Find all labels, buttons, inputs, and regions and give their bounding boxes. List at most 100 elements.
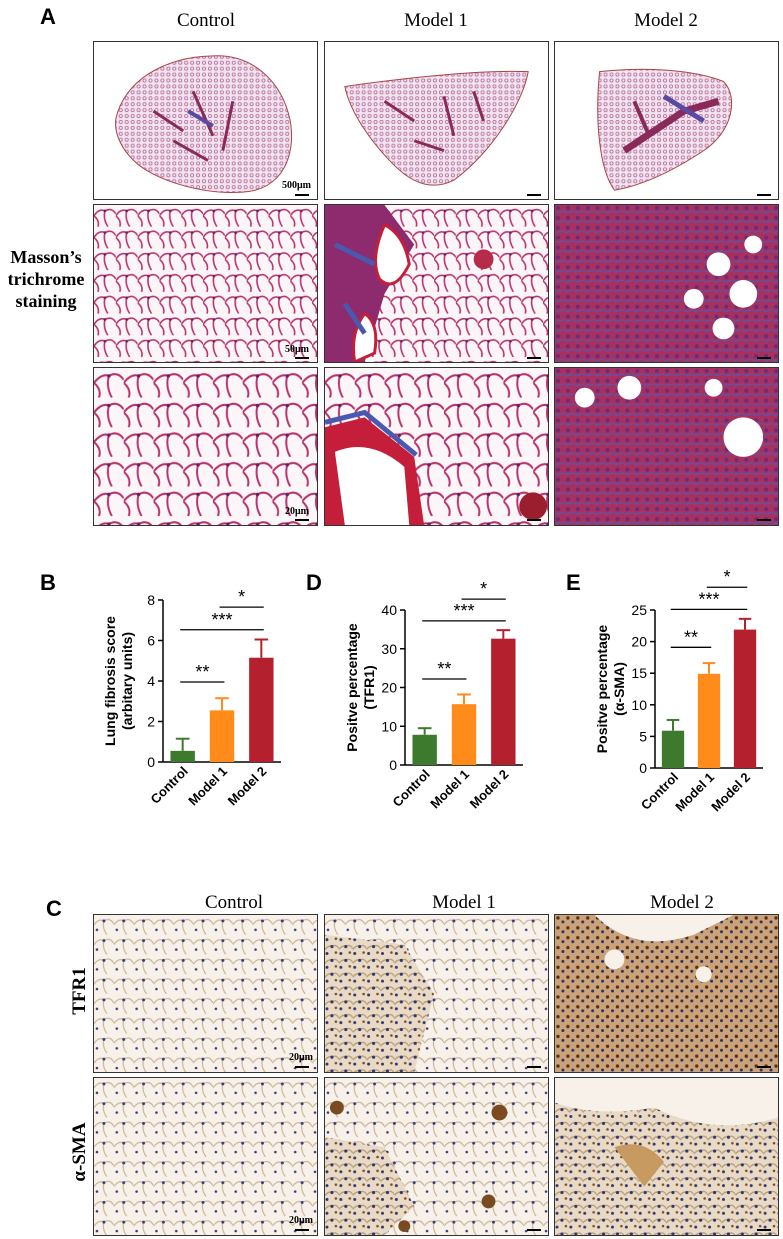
panel-c-column-model1: Model 1: [432, 892, 496, 913]
y-tick-label-e: 15: [631, 665, 647, 681]
scale-bar-label-20um: 20μm: [289, 1215, 313, 1226]
scale-bar: [757, 1229, 771, 1231]
y-tick-label-e: 5: [639, 728, 647, 744]
y-tick-label-e: 0: [639, 760, 647, 776]
y-axis-label-e: (α-SMA): [611, 662, 627, 716]
y-axis-label-d: (TFR1): [361, 665, 377, 709]
scale-bar: [295, 1066, 309, 1068]
bar-b-0: [170, 750, 195, 762]
masson-lobe-model2: [554, 41, 779, 200]
y-tick-label-b: 2: [147, 714, 155, 730]
y-axis-label-b: Lung fibrosis score: [102, 616, 118, 746]
y-tick-label-b: 0: [147, 754, 155, 770]
x-tick-label-b: Control: [147, 764, 190, 807]
row-label-line-1: Masson’s: [10, 247, 82, 267]
scale-bar-label-20um: 20μm: [289, 1052, 313, 1063]
significance-label-e: ***: [698, 589, 719, 609]
bar-d-1: [451, 704, 477, 765]
ihc-tfr1-model1: [324, 914, 549, 1073]
x-tick-label-d: Control: [389, 767, 432, 810]
y-tick-label-d: 40: [381, 602, 397, 618]
bar-e-2: [733, 629, 757, 768]
masson-50um-model2: [554, 204, 779, 363]
y-tick-label-e: 25: [631, 602, 647, 618]
scale-bar: [527, 357, 541, 359]
bar-d-0: [412, 734, 437, 765]
panel-a-column-model2: Model 2: [634, 10, 698, 31]
significance-label-b: **: [195, 662, 209, 682]
panel-label-c: C: [46, 896, 62, 921]
scale-bar: [527, 1229, 541, 1231]
ihc-tfr1-model2: [554, 914, 779, 1073]
scale-bar-label-500um: 500μm: [282, 180, 311, 191]
x-tick-label-e: Model 2: [708, 770, 753, 815]
y-tick-label-d: 10: [381, 718, 397, 734]
panel-label-d: D: [306, 570, 322, 595]
masson-50um-control: [93, 204, 318, 363]
x-tick-label-b: Model 1: [185, 764, 230, 809]
row-label-asma: α-SMA: [69, 1122, 90, 1182]
masson-lobe-control: [93, 41, 318, 200]
y-tick-label-d: 20: [381, 680, 397, 696]
x-tick-label-d: Model 2: [467, 767, 512, 812]
panel-label-e: E: [566, 570, 581, 595]
scale-bar: [295, 194, 309, 196]
scale-bar: [527, 1066, 541, 1068]
row-label-line-2: trichrome: [7, 269, 85, 289]
scale-bar: [295, 357, 309, 359]
panel-c-column-model2: Model 2: [650, 892, 714, 913]
significance-label-b: *: [238, 587, 245, 607]
y-tick-label-b: 4: [147, 673, 155, 689]
y-tick-label-d: 0: [389, 757, 397, 773]
bar-b-1: [209, 710, 235, 762]
x-tick-label-b: Model 2: [225, 764, 270, 809]
y-tick-label-e: 20: [631, 634, 647, 650]
scale-bar: [757, 194, 771, 196]
bar-b-2: [249, 657, 274, 762]
y-axis-label-e: Positve percentage: [594, 625, 610, 754]
scale-bar: [527, 194, 541, 196]
masson-20um-control: [93, 367, 318, 526]
panel-a-column-model1: Model 1: [404, 10, 468, 31]
panel-a-column-control: Control: [176, 10, 236, 31]
ihc-asma-control: [93, 1077, 318, 1236]
x-tick-label-e: Model 1: [672, 770, 717, 815]
y-tick-label-b: 6: [147, 633, 155, 649]
y-axis-label-b: (arbitary units): [119, 632, 135, 730]
scale-bar-label-50um: 50μm: [285, 344, 309, 355]
panel-c-column-control: Control: [204, 892, 264, 913]
panel-label-a: A: [40, 4, 56, 29]
y-tick-label-b: 8: [147, 592, 155, 608]
ihc-asma-model1: [324, 1077, 549, 1236]
y-tick-label-d: 30: [381, 641, 397, 657]
masson-20um-model1: [324, 367, 549, 526]
bar-e-0: [661, 730, 685, 768]
significance-label-d: **: [437, 659, 451, 679]
y-axis-label-d: Positve percentage: [344, 623, 360, 752]
significance-label-b: ***: [211, 610, 232, 630]
scale-bar-label-20um: 20μm: [285, 506, 309, 517]
bar-e-1: [697, 673, 721, 768]
scale-bar: [757, 1066, 771, 1068]
bar-d-2: [491, 638, 516, 765]
scale-bar: [295, 519, 309, 521]
scale-bar: [757, 519, 771, 521]
scale-bar: [757, 357, 771, 359]
ihc-asma-model2: [554, 1077, 779, 1236]
significance-label-e: *: [723, 567, 730, 587]
masson-50um-model1: [324, 204, 549, 363]
masson-lobe-model1: [324, 41, 549, 200]
row-label-line-3: staining: [15, 291, 77, 311]
y-tick-label-e: 10: [631, 697, 647, 713]
scale-bar: [527, 519, 541, 521]
significance-label-d: ***: [453, 601, 474, 621]
panel-a-row-label: Masson’s trichrome staining: [0, 246, 92, 312]
x-tick-label-d: Model 1: [427, 767, 472, 812]
significance-label-e: **: [684, 627, 698, 647]
scale-bar: [295, 1229, 309, 1231]
row-label-tfr1: TFR1: [69, 967, 90, 1015]
panel-label-b: B: [40, 570, 56, 595]
ihc-tfr1-control: [93, 914, 318, 1073]
masson-20um-model2: [554, 367, 779, 526]
